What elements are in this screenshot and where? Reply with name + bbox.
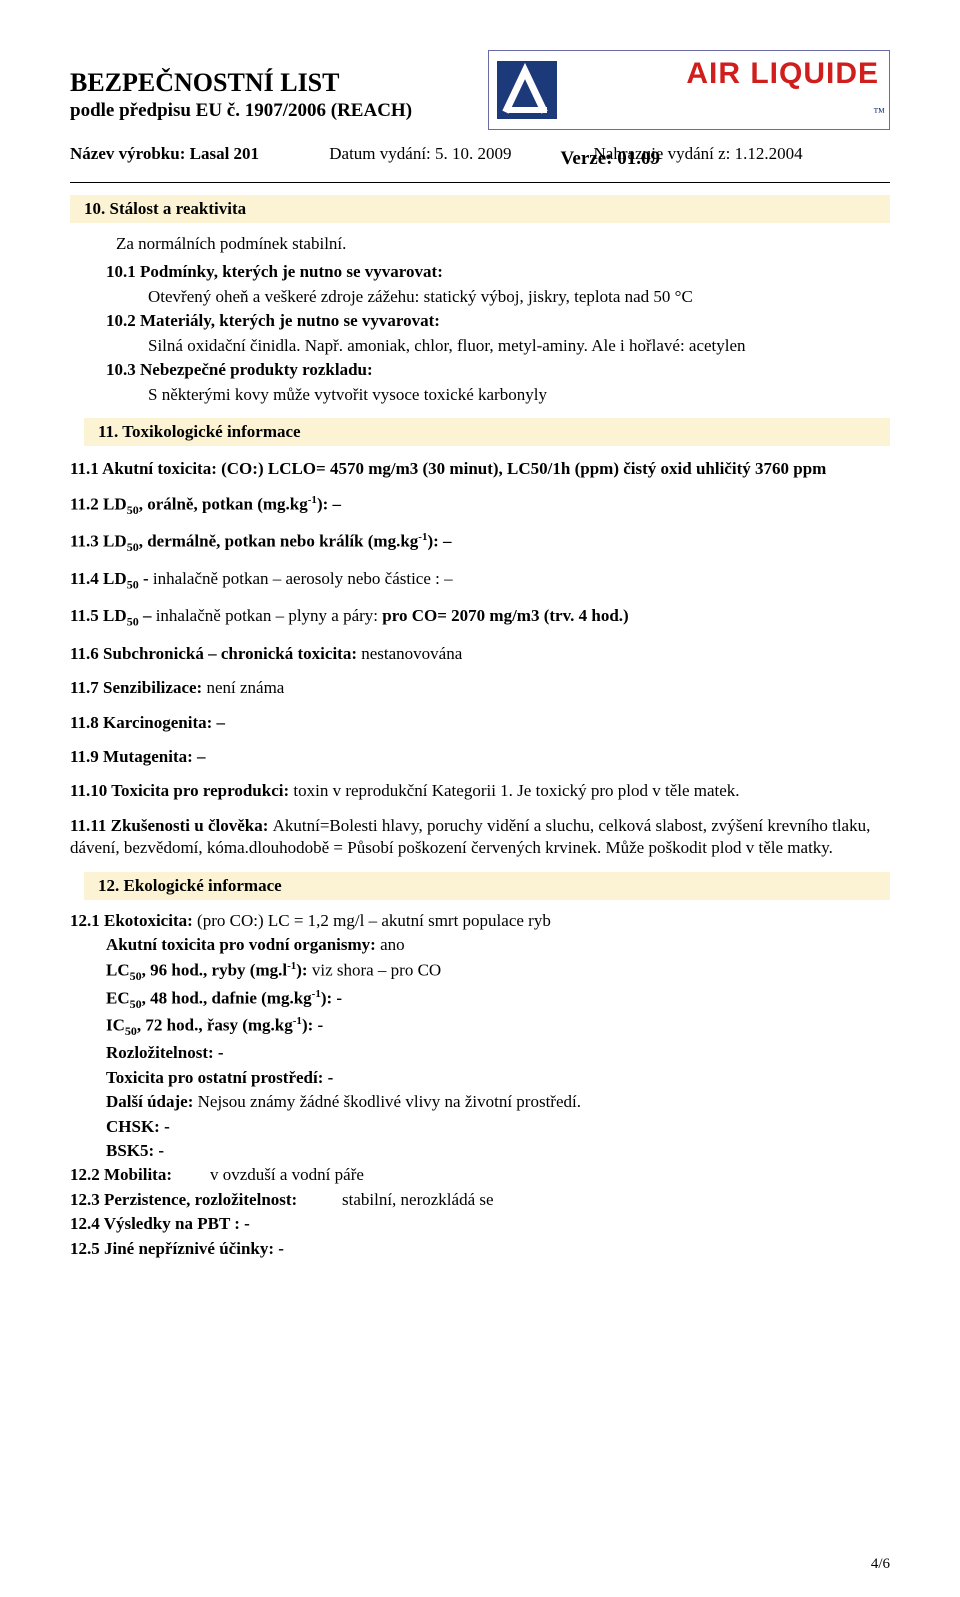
header-divider <box>70 182 890 183</box>
s12-lc50c: ): <box>296 960 312 979</box>
s12-other-text: Nejsou známy žádné škodlivé vlivy na živ… <box>198 1092 581 1111</box>
issue-date: Datum vydání: 5. 10. 2009 <box>329 144 589 164</box>
logo-tm: ™ <box>873 105 885 120</box>
s12-ec50a: EC <box>106 988 130 1007</box>
section-12-title: 12. Ekologické informace <box>84 872 890 900</box>
s11-7b: není známa <box>206 678 284 697</box>
s11-2-sub: 50 <box>127 503 139 517</box>
s12-lc50-sub: 50 <box>130 969 142 983</box>
s11-4a: 11.4 LD <box>70 569 127 588</box>
s12-ec50-sup: -1 <box>312 988 321 1000</box>
s11-6b: nestanovována <box>361 644 462 663</box>
section-10-title: 10. Stálost a reaktivita <box>70 195 890 223</box>
s11-2b: , orálně, potkan (mg.kg <box>139 494 308 513</box>
section-12-body: 12.1 Ekotoxicita: (pro CO:) LC = 1,2 mg/… <box>70 910 890 1260</box>
s12-ec50b: , 48 hod., dafnie (mg.kg <box>142 988 312 1007</box>
s12-other-label: Další údaje: <box>106 1092 198 1111</box>
s11-5dash: – <box>139 606 156 625</box>
s10-2-label: 10.2 Materiály, kterých je nutno se vyva… <box>106 311 440 330</box>
document-header: AIR LIQUIDE ™ BEZPEČNOSTNÍ LIST podle př… <box>70 68 890 164</box>
s12-ic50-sup: -1 <box>293 1015 302 1027</box>
s10-2-text: Silná oxidační činidla. Např. amoniak, c… <box>148 335 890 357</box>
product-name: Název výrobku: Lasal 201 <box>70 144 325 164</box>
s12-aqua-val: ano <box>380 935 405 954</box>
s12-chsk: CHSK: - <box>106 1116 890 1138</box>
s12-ec50-sub: 50 <box>130 997 142 1011</box>
s12-toxenv: Toxicita pro ostatní prostředí: - <box>106 1067 890 1089</box>
company-logo: AIR LIQUIDE ™ <box>488 50 890 130</box>
s12-1b: (pro CO:) LC = 1,2 mg/l – akutní smrt po… <box>197 911 551 930</box>
s11-5a: 11.5 LD <box>70 606 127 625</box>
s11-10a: 11.10 Toxicita pro reprodukci: <box>70 781 293 800</box>
document-version: Verze: 01.09 <box>560 148 660 170</box>
s12-lc50d: viz shora – pro CO <box>312 960 441 979</box>
logo-mark-icon <box>497 61 557 119</box>
s12-ic50a: IC <box>106 1016 125 1035</box>
s12-lc50b: , 96 hod., ryby (mg.l <box>142 960 287 979</box>
s10-1-text: Otevřený oheň a veškeré zdroje zážehu: s… <box>148 286 890 308</box>
document-meta-row: Název výrobku: Lasal 201 Datum vydání: 5… <box>70 144 890 164</box>
s10-3-label: 10.3 Nebezpečné produkty rozkladu: <box>106 360 373 379</box>
s11-4dash: - <box>139 569 153 588</box>
s12-bsk: BSK5: - <box>106 1140 890 1162</box>
s12-3a: 12.3 Perzistence, rozložitelnost: <box>70 1189 342 1211</box>
s12-lc50-sup: -1 <box>287 960 296 972</box>
s11-3-sub: 50 <box>127 540 139 554</box>
s10-items: 10.1 Podmínky, kterých je nutno se vyvar… <box>106 261 890 406</box>
s11-2-sup: -1 <box>308 494 317 506</box>
section-11-title: 11. Toxikologické informace <box>84 418 890 446</box>
s12-1a: 12.1 Ekotoxicita: <box>70 911 197 930</box>
s12-ic50-sub: 50 <box>125 1024 137 1038</box>
s12-2a: 12.2 Mobilita: <box>70 1164 210 1186</box>
s10-3-text: S některými kovy může vytvořit vysoce to… <box>148 384 890 406</box>
s11-11a: 11.11 Zkušenosti u člověka: <box>70 816 273 835</box>
s11-8: 11.8 Karcinogenita: – <box>70 712 890 734</box>
section-10-body: Za normálních podmínek stabilní. <box>116 233 890 255</box>
section-11-body: 11.1 Akutní toxicita: (CO:) LCLO= 4570 m… <box>70 458 890 860</box>
s11-3b: , dermálně, potkan nebo králík (mg.kg <box>139 532 419 551</box>
s11-2c: ): – <box>317 494 341 513</box>
s11-3c: ): – <box>427 532 451 551</box>
page-number: 4/6 <box>871 1556 890 1573</box>
s11-4c: inhalačně potkan – aerosoly nebo částice… <box>153 569 453 588</box>
s11-5-sub: 50 <box>127 615 139 629</box>
s11-2a: 11.2 LD <box>70 494 127 513</box>
s11-9: 11.9 Mutagenita: – <box>70 746 890 768</box>
s10-1-label: 10.1 Podmínky, kterých je nutno se vyvar… <box>106 262 443 281</box>
s12-ic50c: ): - <box>302 1016 323 1035</box>
logo-text: AIR LIQUIDE <box>686 57 879 91</box>
s11-5c: inhalačně potkan – plyny a páry: <box>156 606 383 625</box>
s12-degrad: Rozložitelnost: - <box>106 1042 890 1064</box>
s11-5d: pro CO= 2070 mg/m3 (trv. 4 hod.) <box>382 606 628 625</box>
s11-10b: toxin v reprodukční Kategorii 1. Je toxi… <box>293 781 739 800</box>
s11-4-sub: 50 <box>127 578 139 592</box>
s11-6a: 11.6 Subchronická – chronická toxicita: <box>70 644 361 663</box>
s11-3a: 11.3 LD <box>70 532 127 551</box>
s12-ec50c: ): - <box>321 988 342 1007</box>
s12-lc50a: LC <box>106 960 130 979</box>
s11-7a: 11.7 Senzibilizace: <box>70 678 206 697</box>
s12-4: 12.4 Výsledky na PBT : - <box>70 1213 890 1235</box>
s12-aqua-label: Akutní toxicita pro vodní organismy: <box>106 935 380 954</box>
s12-5: 12.5 Jiné nepříznivé účinky: - <box>70 1238 890 1260</box>
s11-1: 11.1 Akutní toxicita: (CO:) LCLO= 4570 m… <box>70 458 890 480</box>
s10-intro: Za normálních podmínek stabilní. <box>116 233 890 255</box>
s12-ic50b: , 72 hod., řasy (mg.kg <box>137 1016 293 1035</box>
s12-2b: v ovzduší a vodní páře <box>210 1165 364 1184</box>
s12-3b: stabilní, nerozkládá se <box>342 1190 494 1209</box>
